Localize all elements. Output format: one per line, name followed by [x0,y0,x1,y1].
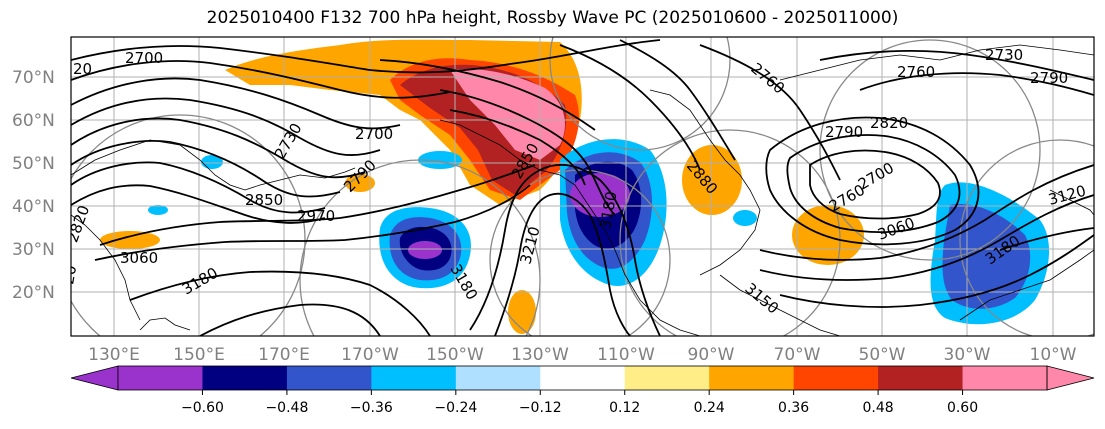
colorbar-outline [117,365,1048,391]
map-frame [70,36,1095,337]
chart-title: 2025010400 F132 700 hPa height, Rossby W… [206,8,899,28]
contour-label: 20 [73,60,92,78]
lon-label: 90°W [688,345,735,365]
colorbar-segment [878,366,964,390]
contour-label: 20 [59,264,80,286]
contour-label: 2700 [855,159,897,194]
lat-label: 30°N [12,240,55,260]
lon-label: 170°E [258,345,310,365]
negative-anomaly-blue-atlantic [942,204,1031,309]
positive-anomaly-orange-small [345,174,375,192]
colorbar-segment [540,366,626,390]
lat-label: 60°N [12,111,55,131]
colorbar: −0.60 −0.48 −0.36 −0.24 −0.12 0.12 0.24 0.36 0.4… [70,365,1095,416]
lon-label: 130°W [511,345,569,365]
circles [71,37,1094,336]
colorbar-tick-label: 0.12 [609,400,640,416]
coastlines [71,44,1094,336]
lat-label: 40°N [12,197,55,217]
contour-label: 3150 [741,279,782,317]
colorbar-segment [709,366,795,390]
lon-label: 130°E [88,345,140,365]
anomaly-shading [100,39,1050,334]
colorbar-extend-low [70,365,119,391]
colorbar-segment [962,366,1048,390]
positive-anomaly-orange-south [508,290,536,334]
positive-anomaly-orange-atlantic [792,205,864,265]
colorbar-tick-label: 0.60 [947,400,978,416]
contour-label: 2790 [1030,69,1068,87]
longitude-labels: 130°E 150°E 170°E 170°W 150°W 130°W 110°… [88,345,1077,365]
negative-anomaly-small-4 [733,210,757,226]
contour-label: 2760 [897,63,935,81]
contour-label: 2730 [271,120,306,162]
colorbar-segment [455,366,541,390]
contour-label: 3180 [179,264,221,299]
lon-label: 150°E [173,345,225,365]
contour-label: 2820 [63,203,93,245]
colorbar-tick-label: 0.24 [694,400,725,416]
contour-label: 2820 [870,114,908,132]
lat-label: 20°N [12,283,55,303]
lon-label: 110°W [597,345,655,365]
lon-label: 10°W [1030,345,1077,365]
lon-label: 150°W [426,345,484,365]
colorbar-segment [793,366,879,390]
contour-label: 2850 [245,191,283,209]
lon-label: 170°W [341,345,399,365]
colorbar-tick-label: −0.48 [265,400,308,416]
colorbar-extend-high [1046,365,1095,391]
colorbar-segment [624,366,710,390]
lat-label: 50°N [12,154,55,174]
lon-label: 70°W [774,345,821,365]
lon-label: 50°W [859,345,906,365]
colorbar-segment [118,366,203,390]
contour-label: 2970 [297,207,335,225]
lon-label: 30°W [944,345,991,365]
contour-label: 2700 [355,125,393,143]
contour-label: 2790 [825,123,863,141]
negative-anomaly-small-2 [201,155,223,169]
contour-label: 3060 [120,249,158,267]
contour-label: 2730 [985,46,1023,64]
contour-label: 2700 [125,49,163,67]
lat-label: 70°N [12,68,55,88]
negative-anomaly-purple-pacific [408,241,442,259]
negative-anomaly-small-3 [148,205,168,215]
colorbar-tick-label: −0.24 [434,400,477,416]
positive-anomaly-orange-asia [100,231,160,249]
colorbar-tick-label: 0.36 [778,400,809,416]
height-contours [71,39,1094,336]
latitude-labels: 70°N 60°N 50°N 40°N 30°N 20°N [12,68,55,303]
colorbar-segment [371,366,457,390]
contour-label: 2760 [747,59,788,97]
colorbar-tick-label: −0.36 [350,400,393,416]
colorbar-segment [286,366,372,390]
colorbar-tick-label: 0.48 [863,400,894,416]
colorbar-tick-label: −0.12 [519,400,562,416]
colorbar-tick-label: −0.60 [181,400,224,416]
colorbar-segment [202,366,288,390]
